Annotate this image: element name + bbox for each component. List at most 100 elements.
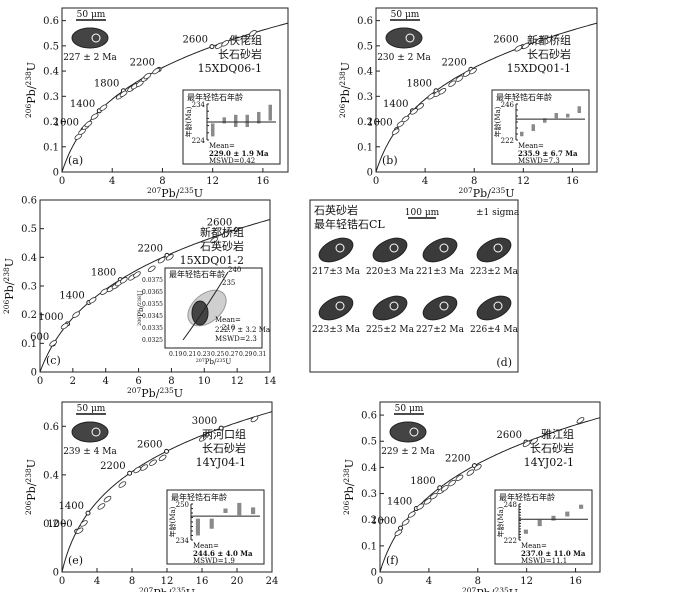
inset-x-tick-label: 0.29 <box>239 351 253 358</box>
data-ellipse <box>133 271 141 278</box>
y-tick-label: 0.4 <box>43 470 59 481</box>
x-tick-label: 8 <box>159 176 165 187</box>
x-axis-label: 207Pb/235U <box>462 586 518 592</box>
inset-y-tick-label: 0.0325 <box>142 337 163 344</box>
data-ellipse <box>514 45 523 52</box>
y-tick-label: 0.4 <box>21 253 37 264</box>
age-bar <box>209 518 214 529</box>
sample-text: 新都桥组 <box>200 225 244 239</box>
concordia-age-label: 1000 <box>47 519 72 530</box>
inset-mean-value: 222.7 ± 3.2 Ma <box>215 326 270 334</box>
spot-circle <box>439 301 449 311</box>
y-axis-label: 206Pb/238U <box>2 258 17 314</box>
age-bar <box>195 518 200 536</box>
inset-mean-text: Mean= <box>215 316 241 324</box>
data-ellipse <box>118 481 127 488</box>
data-ellipse <box>576 417 585 424</box>
inset-y-label: 年龄(Ma) <box>168 506 177 537</box>
data-ellipse <box>152 67 161 75</box>
y-tick-label: 0.2 <box>357 117 373 128</box>
concordia-age-label: 1400 <box>59 501 84 512</box>
spot-circle <box>389 243 399 253</box>
data-ellipse <box>90 113 99 120</box>
y-tick-label: 0.6 <box>43 16 59 27</box>
inset-title: 最年轻锆石年龄 <box>169 269 225 279</box>
panel-label: (a) <box>68 154 83 167</box>
data-ellipse <box>99 104 108 111</box>
panel-label: (e) <box>68 554 83 567</box>
panel-title: 最年轻锆石CL <box>314 217 385 231</box>
concordia-age-label: 2600 <box>183 35 208 46</box>
zircon-age-label: 223±2 Ma <box>470 267 519 277</box>
data-ellipse <box>522 440 531 448</box>
sample-text: 15XDQ01-2 <box>180 254 244 267</box>
concordia-age-label: 1400 <box>387 497 412 508</box>
inset-mswd: MSWD=2.3 <box>215 335 257 343</box>
concordia-age-label: 1800 <box>410 476 435 487</box>
concordia-age-marker <box>218 425 224 431</box>
concordia-age-label: 1000 <box>371 516 396 527</box>
y-tick-label: 0.5 <box>43 41 59 52</box>
x-tick-label: 0 <box>377 576 383 587</box>
data-ellipse <box>80 520 88 527</box>
x-tick-label: 12 <box>520 576 533 587</box>
inset-mswd: MSWD=0.42 <box>209 157 255 165</box>
inset-tick-label: 250 <box>176 501 189 509</box>
data-ellipse <box>401 519 410 526</box>
data-ellipse <box>88 297 97 304</box>
inset-x-label: 207Pb/235U <box>196 358 232 367</box>
concordia-age-label: 1000 <box>38 312 63 323</box>
age-bar <box>251 507 256 515</box>
inset-y-label: 年龄(Ma) <box>184 106 193 137</box>
y-tick-label: 0 <box>371 568 377 579</box>
x-tick-label: 16 <box>196 576 209 587</box>
inset-concordia-age: 240 <box>228 266 241 274</box>
data-ellipse <box>199 435 207 442</box>
sample-text: 两河口组 <box>202 427 246 441</box>
y-tick-label: 0.5 <box>357 41 373 52</box>
data-ellipse <box>401 115 410 123</box>
data-ellipse <box>466 469 475 476</box>
y-tick-label: 0.3 <box>357 92 373 103</box>
y-tick-label: 0.6 <box>361 411 377 422</box>
x-tick-label: 8 <box>475 576 481 587</box>
scale-bar-label: 100 μm <box>405 208 440 218</box>
zircon-age-label: 223±3 Ma <box>312 325 361 335</box>
y-tick-label: 0 <box>31 368 37 379</box>
sample-text: 佚佬组 <box>229 33 262 47</box>
x-tick-label: 16 <box>257 176 270 187</box>
concordia-age-label: 600 <box>30 332 49 343</box>
data-ellipse <box>473 464 482 471</box>
data-ellipse <box>84 120 93 128</box>
concordia-age-label: 2600 <box>493 35 518 46</box>
x-tick-label: 8 <box>168 376 174 387</box>
age-bar <box>531 124 535 131</box>
y-tick-label: 0.4 <box>361 463 377 474</box>
inset-mean-value: 229.0 ± 1.9 Ma <box>209 149 269 158</box>
inset-y-tick-label: 0.0355 <box>142 301 163 308</box>
data-ellipse <box>469 67 477 75</box>
x-tick-label: 0 <box>59 576 65 587</box>
age-bar <box>237 502 242 516</box>
spot-circle <box>335 243 345 253</box>
inset-concordia <box>182 271 229 341</box>
data-ellipse <box>250 415 259 423</box>
x-tick-label: 0 <box>37 376 43 387</box>
inset-mean-text: Mean= <box>518 142 544 150</box>
sample-text: 15XDQ01-1 <box>507 62 571 75</box>
data-ellipse <box>440 485 449 492</box>
data-ellipse <box>416 503 425 510</box>
plot-frame <box>379 401 601 573</box>
inset-x-tick-label: 0.19 <box>169 351 183 358</box>
x-axis-label: 207Pb/235U <box>139 586 195 592</box>
data-ellipse <box>97 503 106 510</box>
age-bar <box>520 131 524 137</box>
age-bar <box>577 106 581 113</box>
y-axis-label: 206Pb/238U <box>342 459 357 515</box>
y-tick-label: 0.1 <box>361 541 377 552</box>
scale-bar-label: 50 μm <box>77 404 106 414</box>
data-ellipse <box>119 90 128 98</box>
inset-mswd: MSWD=11.1 <box>521 557 567 565</box>
inset-x-tick-label: 0.31 <box>253 351 266 358</box>
